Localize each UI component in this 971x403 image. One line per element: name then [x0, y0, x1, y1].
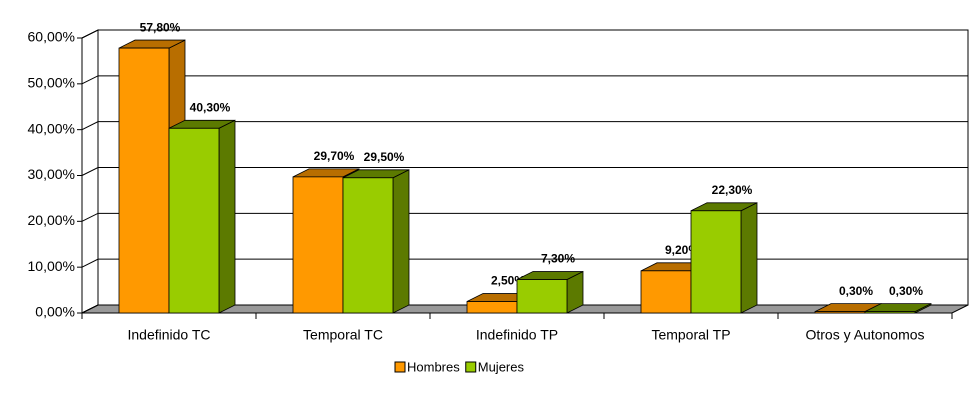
- x-tick-label: Indefinido TC: [127, 327, 210, 343]
- y-tick-label: 40,00%: [28, 120, 75, 136]
- grid-line: [81, 29, 968, 39]
- y-tick-label: 60,00%: [28, 29, 75, 45]
- grid-line: [81, 75, 968, 85]
- y-tick-label: 0,00%: [35, 304, 75, 320]
- legend-label: Mujeres: [478, 359, 525, 374]
- grid-line: [81, 121, 968, 131]
- bar: [690, 210, 742, 314]
- legend-swatch: [465, 361, 477, 373]
- grid-line: [81, 212, 968, 222]
- x-tick-label: Indefinido TP: [476, 327, 558, 343]
- legend-label: Hombres: [407, 359, 460, 374]
- grid-line: [81, 167, 968, 176]
- x-tick-label: Otros y Autonomos: [805, 327, 924, 343]
- value-label: 57,80%: [140, 20, 181, 34]
- bar: [118, 47, 170, 314]
- value-label: 22,30%: [712, 183, 753, 197]
- bar-side: [218, 119, 236, 314]
- bar: [168, 127, 220, 314]
- value-label: 0,30%: [839, 284, 873, 298]
- grid-line: [81, 258, 968, 268]
- value-label: 7,30%: [541, 252, 575, 266]
- legend-swatch: [394, 361, 406, 373]
- x-tick-label: Temporal TC: [303, 327, 383, 343]
- y-tick-label: 50,00%: [28, 75, 75, 91]
- bar: [516, 279, 568, 314]
- value-label: 29,50%: [364, 150, 405, 164]
- value-label: 0,30%: [889, 284, 923, 298]
- value-label: 40,30%: [190, 100, 231, 114]
- y-tick-label: 10,00%: [28, 258, 75, 274]
- y-tick-label: 30,00%: [28, 166, 75, 182]
- bar: [292, 176, 344, 314]
- value-label: 29,70%: [314, 149, 355, 163]
- bar-side: [392, 169, 410, 314]
- bar: [342, 177, 394, 314]
- bar: [814, 311, 866, 314]
- bar: [640, 270, 692, 314]
- y-tick-label: 20,00%: [28, 212, 75, 228]
- bar-side: [740, 202, 758, 314]
- bar: [864, 311, 916, 314]
- x-tick-label: Temporal TP: [651, 327, 730, 343]
- bar: [466, 301, 518, 314]
